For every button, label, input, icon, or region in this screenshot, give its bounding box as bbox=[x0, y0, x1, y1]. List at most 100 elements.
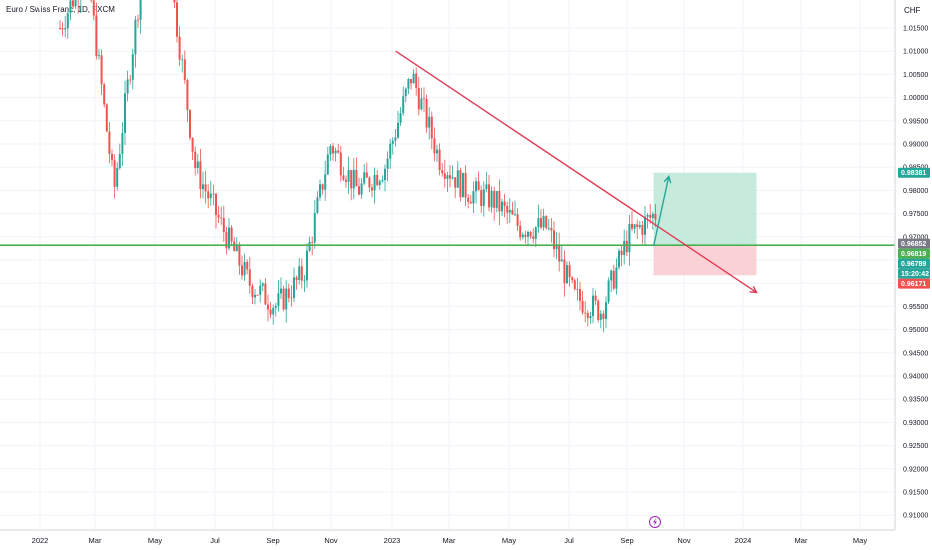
candles bbox=[59, 0, 657, 333]
candle-body bbox=[376, 175, 379, 186]
price-badge-bg bbox=[898, 248, 930, 259]
candle-body bbox=[430, 116, 433, 139]
candle-body bbox=[66, 13, 69, 29]
candle-body bbox=[207, 191, 210, 199]
candle-body bbox=[183, 59, 186, 81]
candle-body bbox=[303, 280, 306, 282]
candle-body bbox=[365, 172, 368, 178]
candle-body bbox=[220, 217, 223, 219]
candle-body bbox=[527, 231, 529, 237]
candle-body bbox=[202, 184, 204, 190]
candle-body bbox=[475, 181, 477, 192]
candle-body bbox=[589, 316, 592, 318]
candle-body bbox=[482, 189, 485, 206]
candle-body bbox=[287, 288, 290, 298]
candle-body bbox=[217, 214, 220, 218]
candle-body bbox=[451, 177, 454, 179]
candle-body bbox=[605, 302, 607, 320]
candle-body bbox=[246, 261, 249, 270]
projection-arrowhead bbox=[663, 175, 672, 184]
candle-body bbox=[334, 150, 337, 154]
candle-body bbox=[641, 225, 644, 235]
candle-body bbox=[311, 241, 314, 243]
y-tick-label: 0.92500 bbox=[903, 443, 928, 450]
price-badge-timer: 15:20:42 bbox=[898, 268, 930, 279]
x-tick-label: Sep bbox=[266, 536, 279, 545]
candle-body bbox=[511, 209, 514, 215]
candle-body bbox=[282, 288, 285, 310]
candle-body bbox=[108, 131, 111, 154]
drawings bbox=[0, 50, 895, 294]
candle-body bbox=[194, 151, 197, 168]
position-zones bbox=[653, 172, 757, 276]
candle-body bbox=[576, 289, 579, 290]
time-axis[interactable]: 2022 Mar May Jul Sep Nov 2023 Mar May Jul Sep Nov 20… bbox=[0, 529, 895, 545]
candle-body bbox=[111, 153, 113, 161]
candle-body bbox=[103, 84, 106, 105]
candle-body bbox=[555, 244, 558, 250]
candle-body bbox=[636, 224, 639, 227]
y-tick-label: 0.94000 bbox=[903, 374, 928, 381]
price-badge-support: 0.96819 bbox=[898, 248, 930, 259]
x-tick-label: May bbox=[502, 536, 516, 545]
candle-body bbox=[586, 312, 589, 318]
candle-body bbox=[332, 146, 334, 154]
candle-body bbox=[625, 240, 628, 253]
candle-body bbox=[339, 152, 342, 176]
candle-body bbox=[610, 270, 613, 281]
event-marker[interactable] bbox=[649, 516, 661, 528]
candle-body bbox=[261, 283, 264, 286]
candle-body bbox=[490, 190, 493, 208]
candle-body bbox=[644, 216, 646, 235]
candle-body bbox=[212, 193, 215, 195]
price-badge-label: 15:20:42 bbox=[901, 271, 929, 278]
candle-body bbox=[540, 218, 542, 228]
candle-body bbox=[124, 93, 126, 133]
candle-body bbox=[181, 59, 184, 61]
target-zone bbox=[653, 172, 757, 246]
y-tick-label: 0.93000 bbox=[903, 420, 928, 427]
price-badge-neutral: 0.96852 bbox=[898, 238, 930, 249]
candle-body bbox=[121, 132, 124, 154]
candle-body bbox=[508, 209, 511, 213]
candle-body bbox=[259, 285, 262, 295]
grid bbox=[0, 0, 895, 530]
candle-body bbox=[631, 223, 633, 229]
candle-body bbox=[308, 241, 311, 251]
candle-body bbox=[415, 73, 418, 88]
candle-body bbox=[100, 55, 103, 85]
candle-body bbox=[139, 0, 142, 20]
price-badge-stop: 0.96171 bbox=[898, 278, 930, 289]
y-tick-label: 0.93500 bbox=[903, 397, 928, 404]
candle-body bbox=[493, 190, 496, 208]
candle-body bbox=[558, 244, 561, 262]
candle-body bbox=[550, 227, 553, 231]
candle-body bbox=[222, 217, 225, 232]
x-tick-label: Mar bbox=[795, 536, 808, 545]
candle-body bbox=[345, 179, 347, 182]
candle-body bbox=[581, 300, 584, 313]
candle-body bbox=[399, 112, 402, 123]
candle-body bbox=[384, 168, 386, 181]
candle-body bbox=[521, 234, 524, 238]
candle-body bbox=[391, 140, 394, 144]
candle-body bbox=[612, 270, 615, 289]
candle-body bbox=[225, 231, 228, 249]
candle-body bbox=[449, 175, 451, 179]
candle-body bbox=[235, 244, 238, 252]
candle-body bbox=[649, 214, 652, 218]
trendline-arrowhead bbox=[749, 285, 758, 294]
candle-body bbox=[488, 184, 490, 208]
candle-body bbox=[72, 0, 74, 7]
candle-body bbox=[264, 283, 267, 305]
x-tick-label: Sep bbox=[620, 536, 633, 545]
candle-body bbox=[371, 187, 373, 191]
candle-body bbox=[534, 227, 537, 239]
candle-body bbox=[118, 153, 121, 169]
candle-body bbox=[646, 214, 649, 217]
candle-body bbox=[337, 150, 340, 153]
candle-body bbox=[269, 309, 272, 315]
candle-body bbox=[462, 172, 464, 198]
candle-body bbox=[485, 184, 488, 190]
